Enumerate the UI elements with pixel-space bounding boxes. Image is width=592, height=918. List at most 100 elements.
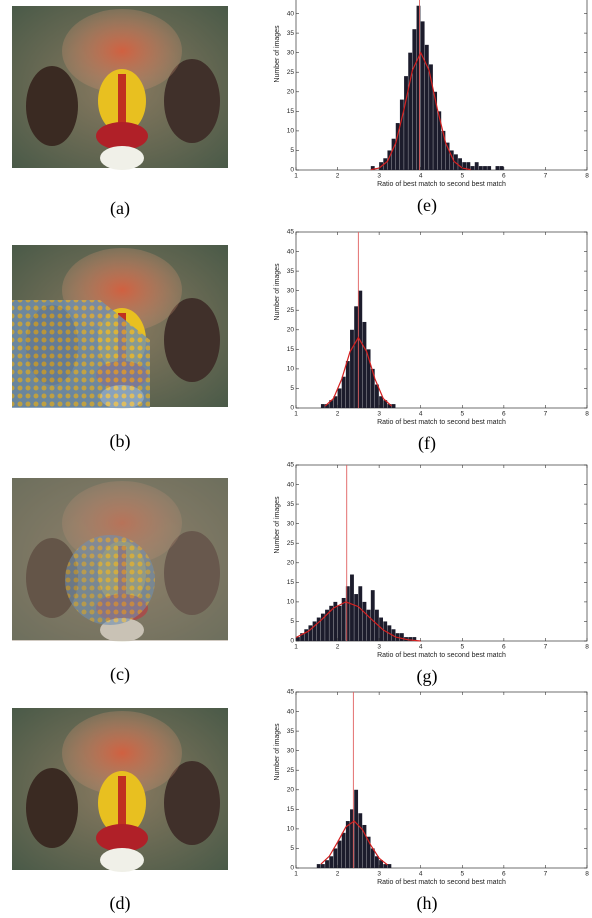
x-axis-label: Ratio of best match to second best match	[377, 181, 506, 188]
image-d	[12, 708, 228, 872]
bar	[345, 361, 350, 408]
bar	[387, 404, 392, 408]
bar	[374, 609, 379, 641]
bar	[358, 813, 363, 868]
x-tick-label: 3	[377, 644, 381, 651]
bar	[395, 123, 400, 170]
bar	[333, 396, 338, 408]
image-b	[12, 245, 228, 409]
bar	[370, 590, 375, 641]
y-axis-label: Number of images	[274, 496, 281, 554]
y-tick-label: 25	[287, 69, 295, 76]
bar	[391, 138, 396, 170]
x-tick-label: 8	[585, 871, 589, 878]
bar	[320, 404, 325, 408]
x-tick-label: 6	[502, 871, 506, 878]
y-tick-label: 10	[287, 826, 295, 833]
x-tick-label: 7	[544, 644, 548, 651]
y-tick-label: 5	[290, 845, 294, 852]
bar	[408, 52, 413, 170]
fit-curve	[320, 820, 388, 866]
bar	[362, 601, 367, 641]
bar	[387, 864, 392, 868]
caption: (f)	[418, 433, 436, 454]
x-tick-label: 8	[585, 644, 589, 651]
bar	[462, 162, 467, 170]
bar	[350, 574, 354, 641]
y-tick-label: 40	[287, 10, 295, 17]
x-axis-label: Ratio of best match to second best match	[377, 419, 506, 426]
x-tick-label: 5	[460, 644, 464, 651]
bar	[466, 162, 471, 170]
bar	[300, 633, 305, 641]
bar	[495, 166, 500, 170]
y-tick-label: 30	[287, 520, 295, 527]
caption: (c)	[110, 664, 130, 685]
bar	[370, 368, 375, 408]
x-axis-label: Ratio of best match to second best match	[377, 652, 506, 659]
caption: (a)	[110, 198, 130, 219]
bar	[337, 605, 342, 641]
bar	[433, 91, 438, 170]
bar	[437, 111, 442, 170]
y-axis-label: Number of images	[274, 723, 281, 781]
y-tick-label: 10	[287, 128, 295, 135]
bar	[329, 856, 334, 868]
x-tick-label: 3	[377, 871, 381, 878]
y-tick-label: 25	[287, 767, 295, 774]
bar	[325, 860, 329, 868]
x-tick-label: 2	[336, 173, 340, 180]
caption: (b)	[110, 431, 131, 452]
bar	[404, 76, 408, 170]
x-tick-label: 5	[460, 871, 464, 878]
bar	[366, 349, 371, 408]
x-tick-label: 7	[544, 173, 548, 180]
bar	[358, 290, 363, 408]
x-tick-label: 4	[419, 644, 423, 651]
bar	[483, 166, 487, 170]
x-tick-label: 6	[502, 411, 506, 418]
y-tick-label: 15	[287, 579, 295, 586]
bar	[312, 621, 317, 641]
bar	[470, 166, 475, 170]
y-tick-label: 40	[287, 481, 295, 488]
bar	[354, 306, 359, 408]
y-tick-label: 20	[287, 88, 295, 95]
bar	[474, 162, 479, 170]
x-tick-label: 5	[460, 173, 464, 180]
bar	[337, 388, 342, 408]
x-tick-label: 8	[585, 411, 589, 418]
bar	[478, 166, 483, 170]
x-tick-label: 1	[294, 411, 298, 418]
image-a	[12, 6, 228, 170]
bar	[458, 158, 462, 170]
bar	[320, 613, 325, 641]
bar	[333, 601, 338, 641]
y-tick-label: 15	[287, 346, 295, 353]
bar	[412, 637, 417, 641]
bar	[329, 605, 334, 641]
y-tick-label: 30	[287, 49, 295, 56]
caption: (h)	[417, 893, 438, 914]
bar	[445, 142, 450, 170]
charts: (a)(b)(c)(d)05101520253035404512345678Ra…	[110, 0, 589, 914]
bar	[350, 329, 354, 408]
bar	[341, 376, 346, 408]
y-tick-label: 45	[287, 229, 295, 236]
bar	[416, 5, 421, 170]
y-tick-label: 15	[287, 806, 295, 813]
bar	[383, 158, 388, 170]
x-tick-label: 4	[419, 173, 423, 180]
bar	[316, 864, 321, 868]
bar	[345, 821, 350, 868]
bar	[379, 617, 383, 641]
x-tick-label: 1	[294, 644, 298, 651]
y-axis-label: Number of images	[274, 263, 281, 321]
bar	[304, 629, 309, 641]
bar	[354, 789, 359, 868]
bar	[341, 832, 346, 868]
y-tick-label: 45	[287, 689, 295, 696]
bar	[345, 586, 350, 641]
x-tick-label: 6	[502, 644, 506, 651]
